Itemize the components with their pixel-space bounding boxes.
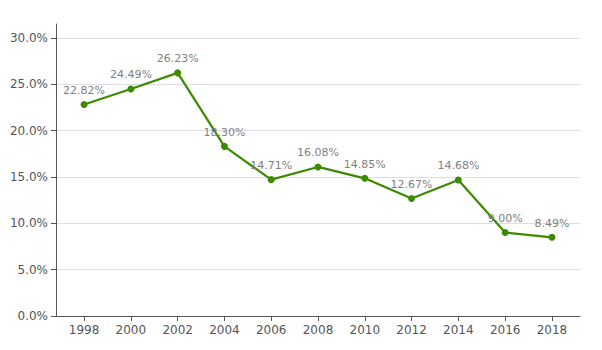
svg-text:0.0%: 0.0% [18, 309, 49, 323]
svg-text:25.0%: 25.0% [10, 77, 48, 91]
svg-text:2018: 2018 [537, 323, 568, 337]
svg-text:2008: 2008 [303, 323, 334, 337]
svg-text:22.82%: 22.82% [63, 84, 105, 97]
svg-text:9.00%: 9.00% [488, 212, 523, 225]
svg-text:2016: 2016 [490, 323, 521, 337]
svg-text:2004: 2004 [209, 323, 240, 337]
svg-text:12.67%: 12.67% [391, 178, 433, 191]
svg-text:2010: 2010 [350, 323, 381, 337]
svg-text:24.49%: 24.49% [110, 68, 152, 81]
svg-text:26.23%: 26.23% [157, 52, 199, 65]
svg-text:15.0%: 15.0% [10, 170, 48, 184]
svg-text:30.0%: 30.0% [10, 31, 48, 45]
svg-text:2014: 2014 [443, 323, 474, 337]
svg-text:14.68%: 14.68% [437, 159, 479, 172]
svg-text:18.30%: 18.30% [203, 126, 245, 139]
svg-text:2006: 2006 [256, 323, 287, 337]
svg-text:14.85%: 14.85% [344, 158, 386, 171]
svg-text:1998: 1998 [69, 323, 100, 337]
svg-text:2012: 2012 [396, 323, 427, 337]
svg-text:2002: 2002 [162, 323, 193, 337]
svg-text:8.49%: 8.49% [534, 217, 569, 230]
svg-text:5.0%: 5.0% [18, 263, 49, 277]
svg-text:20.0%: 20.0% [10, 124, 48, 138]
svg-text:2000: 2000 [116, 323, 147, 337]
svg-text:10.0%: 10.0% [10, 216, 48, 230]
svg-text:16.08%: 16.08% [297, 146, 339, 159]
svg-text:14.71%: 14.71% [250, 159, 292, 172]
